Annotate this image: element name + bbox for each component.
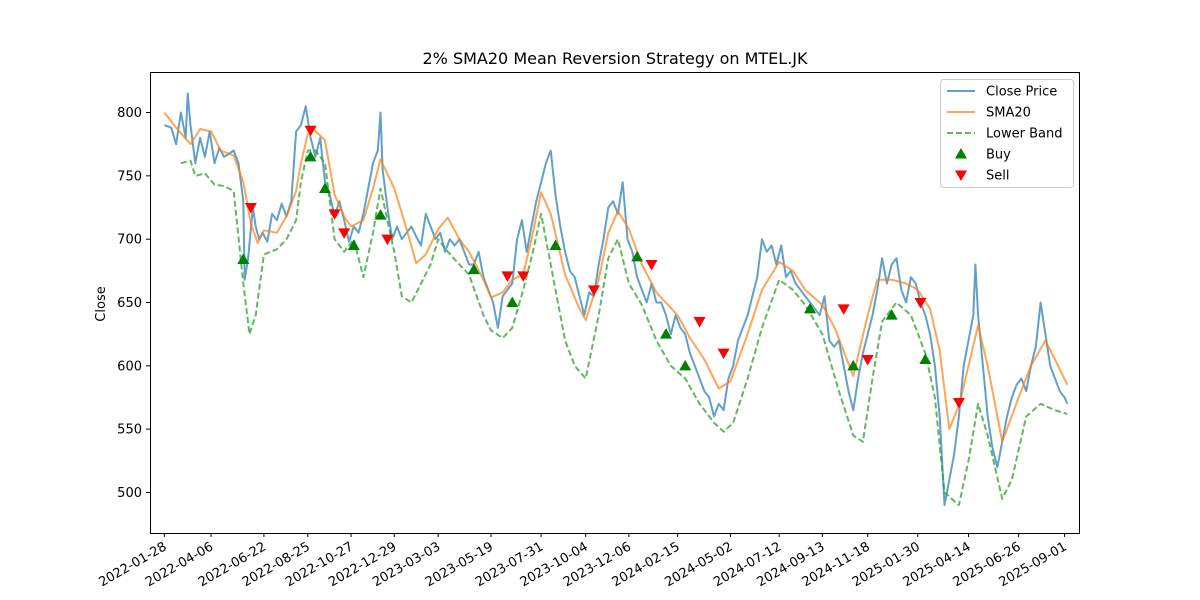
sell-marker [244, 203, 257, 214]
sell-marker [304, 125, 317, 137]
buy-marker [631, 250, 644, 262]
y-tick-label: 500 [117, 486, 142, 501]
y-axis: 500 550 600 650 700 750 800 [117, 106, 150, 501]
y-tick-label: 650 [117, 296, 142, 311]
buy-marker [804, 302, 817, 314]
y-tick-label: 750 [117, 169, 142, 184]
sell-marker [717, 348, 730, 360]
sma20-line [163, 111, 1069, 443]
sell-marker [587, 285, 600, 296]
sell-marker [914, 298, 927, 309]
buy-marker [919, 353, 932, 364]
legend-buy-swatch [955, 148, 967, 159]
lower-band-line [180, 149, 1068, 507]
sell-marker [517, 271, 530, 282]
sell-marker [338, 228, 351, 239]
signal-markers [237, 125, 965, 409]
series-layer [163, 92, 1069, 507]
x-axis: 2022-01-282022-04-062022-06-222022-08-25… [96, 533, 1070, 590]
buy-marker [467, 263, 480, 275]
buy-marker [659, 328, 672, 339]
legend-lower-band: Lower Band [947, 127, 1062, 142]
buy-marker [304, 150, 317, 162]
buy-marker [549, 239, 562, 251]
legend-label: SMA20 [986, 106, 1031, 121]
sell-marker [328, 209, 341, 220]
y-tick-label: 800 [117, 106, 142, 121]
chart-title: 2% SMA20 Mean Reversion Strategy on MTEL… [423, 49, 808, 68]
legend-sell-swatch [955, 170, 967, 181]
buy-marker [374, 209, 387, 220]
buy-marker [347, 239, 360, 251]
sell-marker [837, 304, 850, 315]
buy-marker [318, 182, 331, 194]
plot-area [150, 72, 1080, 534]
y-tick-label: 700 [117, 233, 142, 248]
sell-marker [861, 354, 874, 366]
buy-marker [885, 309, 898, 320]
sell-marker [952, 398, 965, 409]
legend-close-price: Close Price [947, 85, 1057, 100]
legend-label: Sell [986, 169, 1009, 184]
sell-marker [381, 234, 394, 246]
buy-marker [679, 359, 692, 371]
legend-sma20: SMA20 [947, 106, 1031, 121]
legend-label: Buy [986, 148, 1011, 163]
sell-marker [693, 316, 706, 328]
buy-marker [237, 253, 250, 264]
close-price-line [164, 92, 1069, 507]
legend-label: Close Price [986, 85, 1057, 100]
buy-marker [506, 296, 519, 307]
legend-sell: Sell [955, 169, 1009, 184]
legend: Close Price SMA20 Lower Band Buy Sell [940, 79, 1074, 188]
legend-label: Lower Band [986, 127, 1062, 142]
sell-marker [501, 271, 514, 282]
buy-marker [847, 359, 860, 371]
y-axis-label: Close [94, 286, 109, 321]
y-tick-label: 600 [117, 359, 142, 374]
legend-buy: Buy [955, 148, 1011, 163]
legend-box [940, 79, 1074, 188]
y-tick-label: 550 [117, 423, 142, 438]
sell-marker [645, 260, 658, 271]
